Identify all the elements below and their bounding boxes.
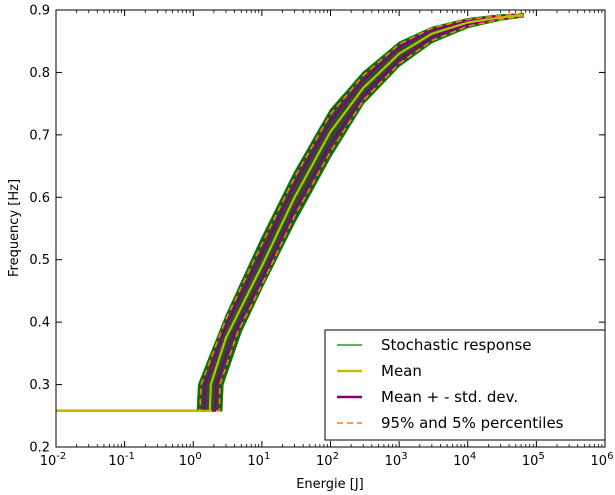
x-tick-label: 101 [247, 451, 270, 469]
data-layer [56, 12, 525, 412]
y-tick-label: 0.4 [29, 316, 50, 331]
std-dev-line-2 [56, 13, 524, 412]
legend-box [324, 329, 606, 441]
mean-line [56, 13, 524, 412]
y-tick-label: 0.3 [29, 378, 50, 393]
percentile-line-2 [56, 12, 524, 412]
legend-label-2: Mean [381, 362, 422, 380]
x-tick-label: 106 [591, 451, 614, 469]
legend: Stochastic response Mean Mean + - std. dev… [324, 329, 606, 441]
y-tick-label: 0.6 [29, 191, 50, 206]
x-axis-label: Energie [J] [296, 477, 364, 492]
y-tick-label: 0.7 [29, 128, 50, 143]
legend-label-1: Stochastic response [381, 336, 532, 354]
stochastic-response-lower-edge [56, 16, 524, 412]
x-tick-label: 10-1 [108, 451, 135, 469]
x-tick-label: 102 [316, 451, 339, 469]
x-tick-label: 104 [453, 451, 476, 469]
y-tick-label: 0.5 [29, 253, 50, 268]
y-axis-label: Frequency [Hz] [7, 179, 22, 277]
x-tick-label: 103 [385, 451, 408, 469]
legend-label-3: Mean + - std. dev. [381, 388, 518, 406]
legend-label-4: 95% and 5% percentiles [381, 414, 564, 432]
y-tick-label: 0.9 [29, 4, 50, 19]
x-tick-label: 105 [522, 451, 545, 469]
y-tick-label: 0.2 [29, 441, 50, 456]
ticks-layer: 10-2 10-1 100 101 102 103 104 105 1060.20.30.40.… [29, 4, 613, 470]
y-tick-label: 0.8 [29, 66, 50, 81]
x-tick-label: 100 [179, 451, 202, 469]
std-dev-line-1 [56, 14, 524, 412]
